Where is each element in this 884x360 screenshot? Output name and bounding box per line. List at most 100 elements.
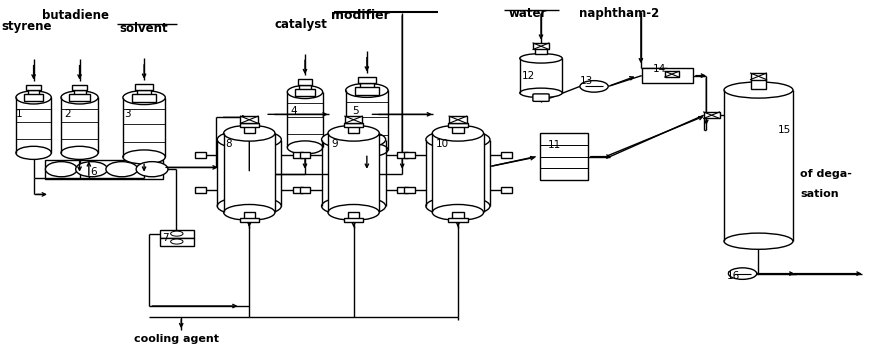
Text: 16: 16 [727,271,740,282]
Bar [501,187,512,193]
Bar [344,218,363,222]
Bar [533,43,549,49]
Bar [397,153,408,158]
Text: 2: 2 [65,109,71,120]
Text: solvent: solvent [119,22,169,35]
Bar [73,90,86,98]
Text: 14: 14 [652,64,666,74]
Circle shape [171,239,183,244]
Text: butadiene: butadiene [42,9,109,22]
Bar [346,90,388,150]
Ellipse shape [346,143,388,157]
Bar [448,123,468,127]
Ellipse shape [224,125,275,141]
Bar [300,85,310,92]
Bar [61,98,98,153]
Bar [449,116,467,123]
Ellipse shape [432,125,484,141]
Bar [348,212,359,219]
Bar [404,153,415,158]
Ellipse shape [61,91,98,104]
Bar [540,133,588,180]
Circle shape [728,268,757,279]
Ellipse shape [432,204,484,220]
Ellipse shape [217,130,281,149]
Bar [751,79,766,89]
Ellipse shape [45,162,77,177]
Bar [195,187,206,193]
Text: 11: 11 [548,140,561,150]
Bar [348,125,359,133]
Bar [300,187,310,193]
Text: 4: 4 [290,106,296,116]
Ellipse shape [123,91,165,105]
Bar [724,90,793,241]
Bar [16,98,51,153]
Ellipse shape [287,141,323,154]
Ellipse shape [123,150,165,164]
Text: cooling agent: cooling agent [134,334,219,344]
Text: 1: 1 [16,109,22,120]
Bar [355,87,378,95]
Text: 7: 7 [162,233,168,243]
Text: styrene: styrene [2,20,52,33]
Ellipse shape [328,125,379,141]
Bar [133,94,156,102]
Bar [404,187,415,193]
Text: 10: 10 [436,139,449,149]
Ellipse shape [724,233,793,249]
Bar [704,112,720,118]
Bar [287,92,323,148]
Ellipse shape [322,130,385,149]
Ellipse shape [426,197,490,216]
Bar [28,90,39,98]
FancyBboxPatch shape [533,94,549,102]
Bar [293,153,303,158]
Bar [298,80,312,85]
Bar [240,218,259,222]
Text: 13: 13 [580,76,593,86]
Bar [360,83,374,90]
Bar [135,84,153,90]
Circle shape [171,231,183,236]
Text: catalyst: catalyst [274,18,327,31]
Bar [195,153,206,158]
Text: 6: 6 [90,167,96,177]
Text: 5: 5 [352,106,358,116]
Text: 9: 9 [332,139,338,149]
Bar [535,48,547,54]
Bar [244,212,255,219]
Text: 3: 3 [124,109,130,120]
Ellipse shape [217,197,281,216]
Bar [27,85,41,90]
Ellipse shape [287,85,323,99]
Bar [344,123,363,127]
Ellipse shape [328,204,379,220]
Ellipse shape [16,146,51,159]
Text: 8: 8 [225,139,232,149]
Bar [300,153,310,158]
Bar [642,68,693,83]
Bar [345,116,362,123]
Bar [123,98,165,157]
Bar [244,125,255,133]
Bar [45,160,164,179]
Ellipse shape [224,204,275,220]
Ellipse shape [322,197,385,216]
Bar [72,85,88,90]
Text: naphtham-2: naphtham-2 [579,7,659,20]
Circle shape [580,81,608,92]
Ellipse shape [61,146,98,159]
Bar [426,140,490,206]
Bar [224,133,275,212]
Ellipse shape [106,162,138,177]
Bar [24,94,43,102]
Bar [137,90,151,98]
Bar [501,153,512,158]
Bar [665,71,679,77]
Bar [240,123,259,127]
Ellipse shape [520,88,562,98]
Ellipse shape [520,54,562,63]
Text: 12: 12 [522,71,535,81]
Bar [520,58,562,93]
